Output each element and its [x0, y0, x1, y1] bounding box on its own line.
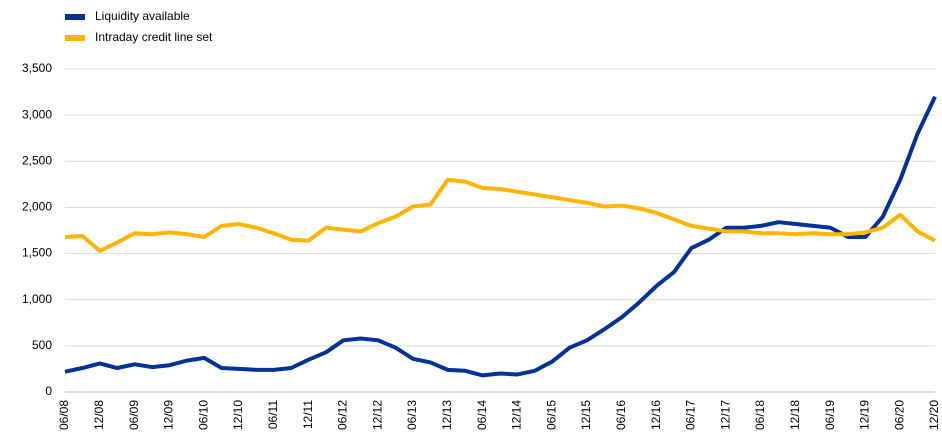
x-tick-label: 06/17	[684, 400, 698, 430]
x-tick-label: 06/12	[336, 400, 350, 430]
legend-label: Intraday credit line set	[95, 30, 213, 44]
x-tick-label: 12/10	[231, 400, 245, 430]
series-line	[64, 177, 936, 253]
x-tick-label: 06/10	[196, 400, 210, 430]
series-line	[64, 95, 937, 378]
x-tick-label: 06/14	[475, 400, 489, 430]
x-tick-label: 06/09	[127, 400, 141, 430]
y-tick-label: 3,000	[22, 107, 52, 121]
x-tick-label: 12/16	[649, 400, 663, 430]
y-tick-label: 2,000	[22, 200, 52, 214]
legend-swatch	[65, 35, 85, 41]
y-tick-label: 2,500	[22, 153, 52, 167]
x-tick-label: 12/19	[858, 400, 872, 430]
x-tick-label: 12/15	[579, 400, 593, 430]
x-tick-label: 12/09	[162, 400, 176, 430]
x-tick-label: 12/08	[92, 400, 106, 430]
y-tick-label: 0	[45, 384, 52, 398]
x-tick-label: 12/14	[510, 400, 524, 430]
x-tick-label: 06/11	[266, 400, 280, 429]
x-tick-label: 12/18	[788, 400, 802, 430]
x-tick-label: 06/18	[753, 400, 767, 430]
x-tick-label: 06/19	[823, 400, 837, 430]
y-tick-label: 500	[32, 338, 52, 352]
y-tick-label: 3,500	[22, 61, 52, 75]
y-tick-label: 1,000	[22, 292, 52, 306]
x-tick-label: 12/13	[440, 400, 454, 430]
x-tick-label: 12/12	[370, 400, 384, 430]
x-tick-label: 06/16	[614, 400, 628, 430]
x-tick-label: 12/20	[927, 400, 941, 430]
legend-swatch	[65, 14, 85, 20]
legend-label: Liquidity available	[95, 9, 190, 23]
x-tick-label: 06/15	[544, 400, 558, 430]
x-tick-label: 06/20	[892, 400, 906, 430]
y-tick-label: 1,500	[22, 246, 52, 260]
x-tick-label: 06/13	[405, 400, 419, 430]
x-tick-label: 12/11	[301, 400, 315, 429]
x-tick-label: 12/17	[718, 400, 732, 430]
x-tick-label: 06/08	[57, 400, 71, 430]
